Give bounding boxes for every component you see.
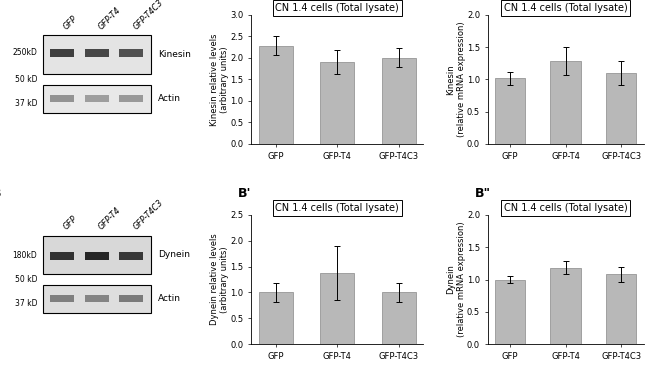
Bar: [84, 252, 109, 260]
Bar: [259, 46, 292, 144]
Bar: [42, 36, 151, 74]
Text: GFP: GFP: [62, 14, 79, 31]
Bar: [84, 95, 109, 102]
Bar: [84, 49, 109, 57]
Bar: [259, 292, 292, 344]
Text: CN 1.4 cells (Total lysate): CN 1.4 cells (Total lysate): [276, 3, 399, 13]
Bar: [120, 95, 143, 102]
Text: CN 1.4 cells (Total lysate): CN 1.4 cells (Total lysate): [276, 203, 399, 213]
Bar: [50, 252, 74, 260]
Title: mRNA levels: mRNA levels: [533, 4, 599, 14]
Text: GFP-T4C3: GFP-T4C3: [131, 0, 165, 31]
Text: 180kD: 180kD: [12, 251, 37, 260]
Bar: [120, 295, 143, 302]
Title: Protein levels: Protein levels: [302, 4, 372, 14]
Y-axis label: Dynein
(relative mRNA expression): Dynein (relative mRNA expression): [446, 222, 465, 337]
Y-axis label: Dynein relative levels
(arbitrary units): Dynein relative levels (arbitrary units): [210, 234, 229, 325]
Text: 250kD: 250kD: [12, 48, 37, 57]
Bar: [495, 279, 525, 344]
Y-axis label: Kinesin relative levels
(arbitrary units): Kinesin relative levels (arbitrary units…: [209, 33, 229, 126]
Text: B': B': [237, 186, 251, 199]
Y-axis label: Kinesin
(relative mRNA expression): Kinesin (relative mRNA expression): [446, 21, 465, 137]
Title: Protein levels: Protein levels: [302, 204, 372, 214]
Bar: [606, 73, 636, 144]
Title: mRNA levels: mRNA levels: [533, 204, 599, 214]
Bar: [606, 275, 636, 344]
Text: B: B: [0, 186, 1, 199]
Bar: [120, 252, 143, 260]
Text: Kinesin: Kinesin: [158, 50, 191, 59]
Text: CN 1.4 cells (Total lysate): CN 1.4 cells (Total lysate): [504, 203, 627, 213]
Text: GFP-T4: GFP-T4: [97, 206, 123, 232]
Text: GFP-T4: GFP-T4: [97, 6, 123, 31]
Text: CN 1.4 cells (Total lysate): CN 1.4 cells (Total lysate): [504, 3, 627, 13]
Bar: [551, 61, 581, 144]
Bar: [50, 49, 74, 57]
Text: Dynein: Dynein: [158, 250, 190, 259]
Bar: [42, 84, 151, 113]
Bar: [382, 58, 415, 144]
Bar: [320, 62, 354, 144]
Text: B": B": [475, 186, 491, 199]
Text: GFP: GFP: [62, 214, 79, 232]
Bar: [50, 95, 74, 102]
Text: Actin: Actin: [158, 295, 181, 303]
Bar: [551, 268, 581, 344]
Bar: [320, 273, 354, 344]
Bar: [495, 78, 525, 144]
Bar: [50, 295, 74, 302]
Text: GFP-T4C3: GFP-T4C3: [131, 198, 165, 232]
Bar: [120, 49, 143, 57]
Text: 50 kD: 50 kD: [15, 75, 37, 84]
Bar: [42, 236, 151, 275]
Text: 37 kD: 37 kD: [15, 299, 37, 308]
Bar: [382, 292, 415, 344]
Text: Actin: Actin: [158, 94, 181, 103]
Bar: [84, 295, 109, 302]
Text: 50 kD: 50 kD: [15, 275, 37, 284]
Text: 37 kD: 37 kD: [15, 98, 37, 108]
Bar: [42, 285, 151, 313]
